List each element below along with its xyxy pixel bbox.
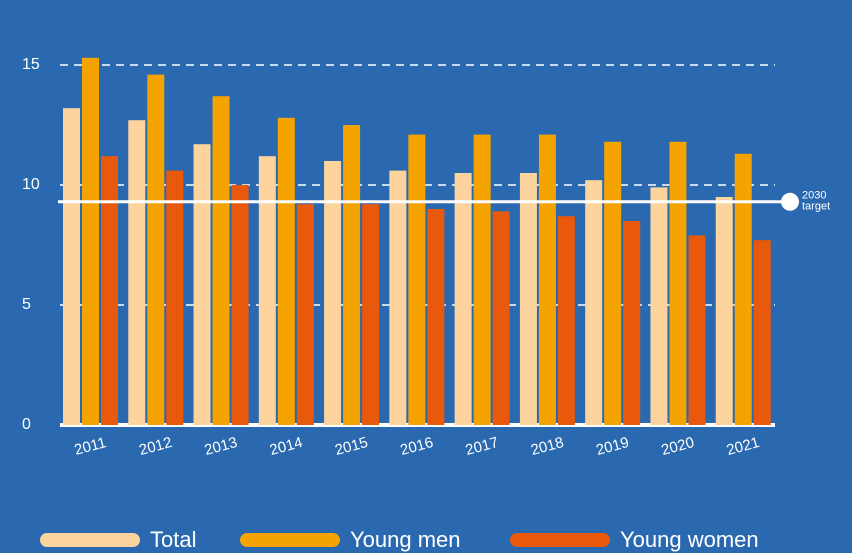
bar	[650, 187, 667, 425]
bar	[558, 216, 575, 425]
bar	[408, 135, 425, 425]
legend-swatch	[240, 533, 340, 547]
bar	[623, 221, 640, 425]
y-tick-label: 15	[22, 56, 40, 73]
y-tick-label: 0	[22, 416, 31, 433]
x-tick-label: 2020	[659, 434, 696, 459]
bar	[63, 108, 80, 425]
legend-label: Young women	[620, 527, 759, 552]
x-tick-label: 2012	[137, 434, 174, 459]
y-tick-label: 5	[22, 296, 31, 313]
bar	[147, 75, 164, 425]
bar	[427, 209, 444, 425]
x-tick-label: 2014	[268, 434, 305, 459]
x-tick-label: 2021	[725, 434, 762, 459]
bar	[343, 125, 360, 425]
x-tick-label: 2016	[398, 434, 435, 459]
bar	[194, 144, 211, 425]
bar	[362, 204, 379, 425]
bar	[166, 171, 183, 425]
bar	[259, 156, 276, 425]
legend-label: Young men	[350, 527, 461, 552]
bar	[754, 240, 771, 425]
bar	[669, 142, 686, 425]
bar	[585, 180, 602, 425]
bar	[297, 204, 314, 425]
target-marker	[781, 193, 799, 211]
x-tick-label: 2011	[73, 434, 109, 459]
legend-label: Total	[150, 527, 196, 552]
bar	[389, 171, 406, 425]
bar	[213, 96, 230, 425]
bar	[539, 135, 556, 425]
x-tick-label: 2018	[529, 434, 566, 459]
x-tick-label: 2015	[333, 434, 370, 459]
legend-swatch	[40, 533, 140, 547]
bar	[278, 118, 295, 425]
y-tick-label: 10	[22, 176, 40, 193]
target-label: target	[802, 201, 830, 213]
bar	[604, 142, 621, 425]
bar	[520, 173, 537, 425]
bar	[455, 173, 472, 425]
bar	[493, 211, 510, 425]
legend-swatch	[510, 533, 610, 547]
x-tick-label: 2019	[594, 434, 631, 459]
chart: 0 5 10 15 2011 2012 2013 2014 2015 2016 2017 2018 20…	[0, 0, 852, 553]
bar	[474, 135, 491, 425]
bar	[716, 197, 733, 425]
x-tick-label: 2013	[203, 434, 240, 459]
bar	[232, 185, 249, 425]
bar	[101, 156, 118, 425]
x-tick-label: 2017	[464, 434, 501, 459]
bar	[688, 235, 705, 425]
bar	[82, 58, 99, 425]
bar	[128, 120, 145, 425]
bar	[735, 154, 752, 425]
